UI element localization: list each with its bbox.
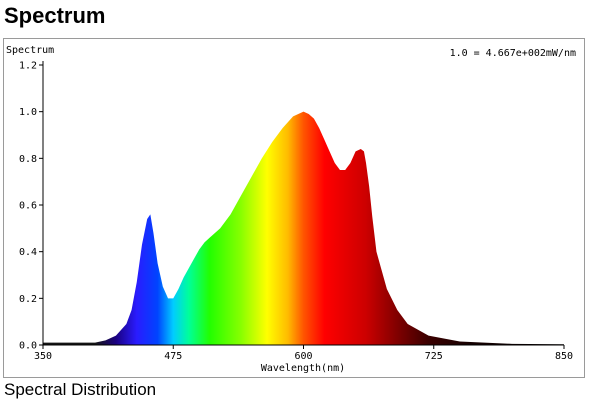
x-tick-label: 350 [34, 351, 52, 362]
y-tick-label: 0.8 [19, 154, 37, 165]
chart-caption: Spectral Distribution [4, 380, 157, 399]
y-axis-label: Spectrum [6, 45, 54, 56]
x-tick-label: 475 [164, 351, 182, 362]
x-tick-label: 725 [425, 351, 443, 362]
spectrum-area [43, 111, 564, 345]
page-title: Spectrum [4, 3, 106, 28]
y-tick-label: 0.4 [19, 247, 37, 258]
scale-annotation: 1.0 = 4.667e+002mW/nm [450, 48, 576, 59]
x-tick-label: 850 [555, 351, 573, 362]
x-tick-label: 600 [294, 351, 312, 362]
x-axis-label: Wavelength(nm) [261, 363, 345, 374]
y-tick-label: 0.6 [19, 201, 37, 212]
y-tick-label: 0.0 [19, 341, 37, 352]
y-tick-label: 1.0 [19, 107, 37, 118]
y-tick-label: 1.2 [19, 61, 37, 72]
chart-frame: 0.0 0.2 0.4 0.6 0.8 1.0 1.2 350 475 600 725 850 Spe… [3, 38, 585, 378]
y-tick-label: 0.2 [19, 294, 37, 305]
axis-layer: 0.0 0.2 0.4 0.6 0.8 1.0 1.2 350 475 600 725 850 [19, 61, 573, 363]
spectrum-chart: 0.0 0.2 0.4 0.6 0.8 1.0 1.2 350 475 600 725 850 Spe… [6, 45, 576, 374]
area-layer [43, 111, 564, 345]
